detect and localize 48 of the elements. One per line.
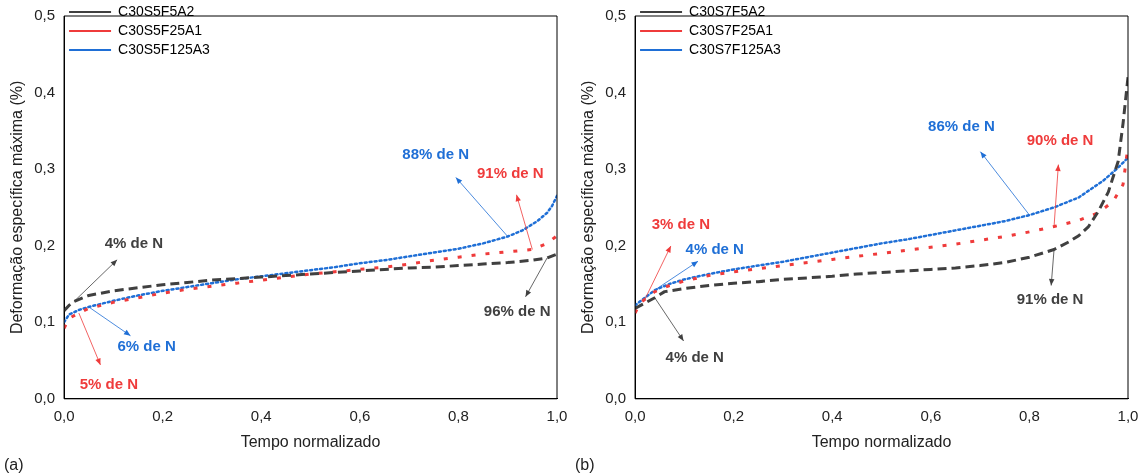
y-tick-label: 0,3 [34, 159, 56, 177]
x-axis-title: Tempo normalizado [240, 432, 381, 450]
legend-label: C30S7F125A3 [689, 40, 782, 57]
y-tick-label: 0,1 [34, 312, 56, 330]
y-axis-title: Deformação específica máxima (%) [579, 80, 597, 335]
x-axis-title: Tempo normalizado [811, 432, 952, 450]
annotation: 91% de N [477, 163, 544, 181]
annotation: 96% de N [483, 302, 551, 320]
legend-label: C30S7F25A1 [689, 21, 774, 38]
y-tick-label: 0,5 [34, 6, 56, 24]
annotation: 86% de N [928, 117, 995, 135]
legend-label: C30S5F5A2 [118, 2, 195, 19]
annotation: 5% de N [79, 375, 139, 393]
annotation: 4% de N [665, 347, 724, 365]
text: (a) [4, 456, 24, 474]
x-tick-label: 0,4 [250, 406, 272, 424]
y-tick-label: 0,5 [605, 6, 627, 24]
annotation: 88% de N [402, 144, 470, 162]
annotation: 4% de N [104, 233, 164, 251]
y-tick-label: 0,4 [34, 82, 56, 100]
annotation: 6% de N [117, 337, 176, 355]
x-tick-label: 0,8 [1018, 406, 1040, 424]
x-tick-label: 0,2 [723, 406, 745, 424]
x-tick-label: 0,0 [53, 406, 75, 424]
y-tick-label: 0,2 [34, 235, 56, 253]
y-tick-label: 0,3 [605, 159, 627, 177]
annotation: 91% de N [1016, 289, 1084, 307]
y-tick-label: 0,1 [605, 312, 627, 330]
annotation: 90% de N [1026, 130, 1094, 148]
x-tick-label: 0,4 [821, 406, 843, 424]
legend-label: C30S5F25A1 [118, 21, 203, 38]
legend-label: C30S5F125A3 [118, 40, 211, 57]
legend-label: C30S7F5A2 [689, 2, 766, 19]
annotation: 3% de N [651, 215, 711, 233]
y-tick-label: 0,0 [605, 388, 627, 406]
y-axis-title: Deformação específica máxima (%) [8, 80, 26, 335]
x-tick-label: 1,0 [546, 406, 568, 424]
annotation: 4% de N [685, 240, 744, 258]
text: (b) [575, 456, 595, 474]
y-tick-label: 0,0 [34, 388, 56, 406]
x-tick-label: 0,2 [152, 406, 174, 424]
x-tick-label: 0,6 [920, 406, 942, 424]
x-tick-label: 0,6 [349, 406, 371, 424]
x-tick-label: 0,0 [624, 406, 646, 424]
y-tick-label: 0,2 [605, 235, 627, 253]
x-tick-label: 1,0 [1117, 406, 1139, 424]
y-tick-label: 0,4 [605, 82, 627, 100]
x-tick-label: 0,8 [447, 406, 469, 424]
